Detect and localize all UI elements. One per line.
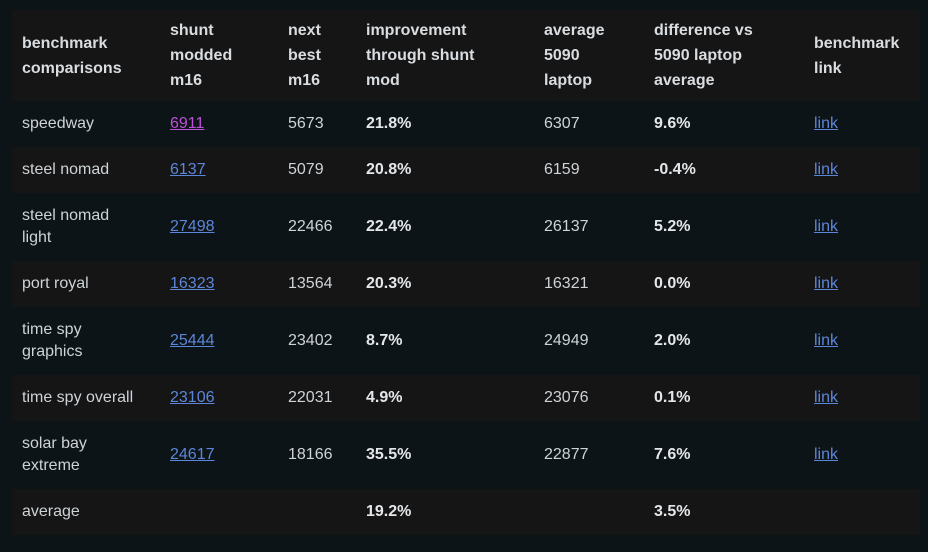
cell-next	[278, 489, 356, 535]
score-link[interactable]: 6911	[170, 115, 205, 132]
cell-next: 13564	[278, 261, 356, 307]
benchmark-table-container: benchmark comparisons shunt modded m16 n…	[12, 10, 920, 535]
cell-next: 5079	[278, 147, 356, 193]
cell-name: time spy graphics	[22, 321, 83, 360]
cell-name: speedway	[22, 115, 95, 132]
cell-name: solar bay extreme	[22, 435, 87, 474]
score-link[interactable]: 25444	[170, 332, 215, 349]
column-header-shunt-modded-m16: shunt modded m16	[160, 10, 278, 101]
cell-avg: 6307	[544, 115, 580, 132]
cell-avg: 24949	[544, 332, 589, 349]
cell-link: link	[804, 193, 920, 261]
cell-avg: 22877	[544, 446, 589, 463]
benchmark-link[interactable]: link	[814, 332, 839, 349]
score-link[interactable]: 6137	[170, 161, 206, 178]
cell-next: 22031	[278, 375, 356, 421]
score-link[interactable]: 16323	[170, 275, 215, 292]
cell-improvement: 20.3%	[356, 261, 534, 307]
cell-link	[804, 489, 920, 535]
score-link[interactable]: 24617	[170, 446, 215, 463]
cell-name: steel nomad light	[22, 207, 110, 246]
table-row: average 19.2% 3.5%	[12, 489, 920, 535]
column-header-benchmark-comparisons: benchmark comparisons	[12, 10, 160, 101]
cell-improvement: 35.5%	[366, 446, 412, 463]
column-header-improvement: improvement through shunt mod	[356, 10, 534, 101]
table-row: time spy overall 23106 22031 4.9% 23076 0.1% l…	[12, 375, 920, 421]
cell-diff: 7.6%	[654, 446, 691, 463]
benchmark-table: benchmark comparisons shunt modded m16 n…	[12, 10, 920, 535]
benchmark-link[interactable]: link	[814, 275, 839, 292]
table-row: port royal 16323 13564 20.3% 16321 0.0% link	[12, 261, 920, 307]
benchmark-link[interactable]: link	[814, 115, 839, 132]
cell-avg: 16321	[534, 261, 644, 307]
benchmark-link[interactable]: link	[814, 161, 839, 178]
cell-avg	[534, 489, 644, 535]
table-row: steel nomad light 27498 22466 22.4% 26137 5.2…	[12, 193, 920, 261]
header-row: benchmark comparisons shunt modded m16 n…	[12, 10, 920, 101]
table-row: steel nomad 6137 5079 20.8% 6159 -0.4% link	[12, 147, 920, 193]
cell-modded: 16323	[160, 261, 278, 307]
table-row: speedway 6911 5673 21.8% 6307 9.6% link	[12, 101, 920, 147]
cell-name: time spy overall	[12, 375, 160, 421]
cell-link: link	[804, 375, 920, 421]
cell-name: steel nomad	[12, 147, 160, 193]
cell-diff: -0.4%	[644, 147, 804, 193]
score-link[interactable]: 27498	[170, 218, 215, 235]
column-header-next-best-m16: next best m16	[278, 10, 356, 101]
cell-modded: 23106	[160, 375, 278, 421]
cell-link: link	[804, 261, 920, 307]
column-header-benchmark-link: benchmark link	[804, 10, 920, 101]
cell-avg: 26137	[544, 218, 589, 235]
cell-next: 5673	[288, 115, 324, 132]
cell-improvement: 22.4%	[366, 218, 412, 235]
column-header-average-5090-laptop: average 5090 laptop	[534, 10, 644, 101]
cell-modded: 6911	[160, 101, 278, 147]
cell-diff: 0.1%	[644, 375, 804, 421]
table-row: time spy graphics 25444 23402 8.7% 24949 2.0%…	[12, 307, 920, 375]
cell-improvement: 21.8%	[366, 115, 412, 132]
column-header-difference-vs-5090: difference vs 5090 laptop average	[644, 10, 804, 101]
cell-improvement: 8.7%	[366, 332, 403, 349]
cell-name: average	[12, 489, 160, 535]
benchmark-link[interactable]: link	[814, 389, 839, 406]
cell-modded: 27498	[160, 193, 278, 261]
cell-link: link	[804, 147, 920, 193]
cell-avg: 23076	[534, 375, 644, 421]
cell-diff: 0.0%	[644, 261, 804, 307]
cell-next: 22466	[288, 218, 333, 235]
cell-improvement: 4.9%	[356, 375, 534, 421]
cell-next: 23402	[288, 332, 333, 349]
table-header: benchmark comparisons shunt modded m16 n…	[12, 10, 920, 101]
benchmark-link[interactable]: link	[814, 218, 839, 235]
cell-modded: 6137	[160, 147, 278, 193]
table-row: solar bay extreme 24617 18166 35.5% 22877 7.6…	[12, 421, 920, 489]
cell-modded	[160, 489, 278, 535]
cell-diff: 2.0%	[654, 332, 691, 349]
benchmark-link[interactable]: link	[814, 446, 839, 463]
cell-link: link	[804, 101, 920, 147]
cell-diff: 5.2%	[654, 218, 691, 235]
cell-name: port royal	[12, 261, 160, 307]
score-link[interactable]: 23106	[170, 389, 215, 406]
cell-avg: 6159	[534, 147, 644, 193]
cell-modded: 24617	[160, 421, 278, 489]
table-body: speedway 6911 5673 21.8% 6307 9.6% link steel n…	[12, 101, 920, 535]
cell-next: 18166	[288, 446, 333, 463]
cell-link: link	[804, 421, 920, 489]
cell-modded: 25444	[160, 307, 278, 375]
cell-diff: 9.6%	[654, 115, 691, 132]
cell-improvement: 20.8%	[356, 147, 534, 193]
cell-improvement: 19.2%	[356, 489, 534, 535]
cell-link: link	[804, 307, 920, 375]
cell-diff: 3.5%	[644, 489, 804, 535]
